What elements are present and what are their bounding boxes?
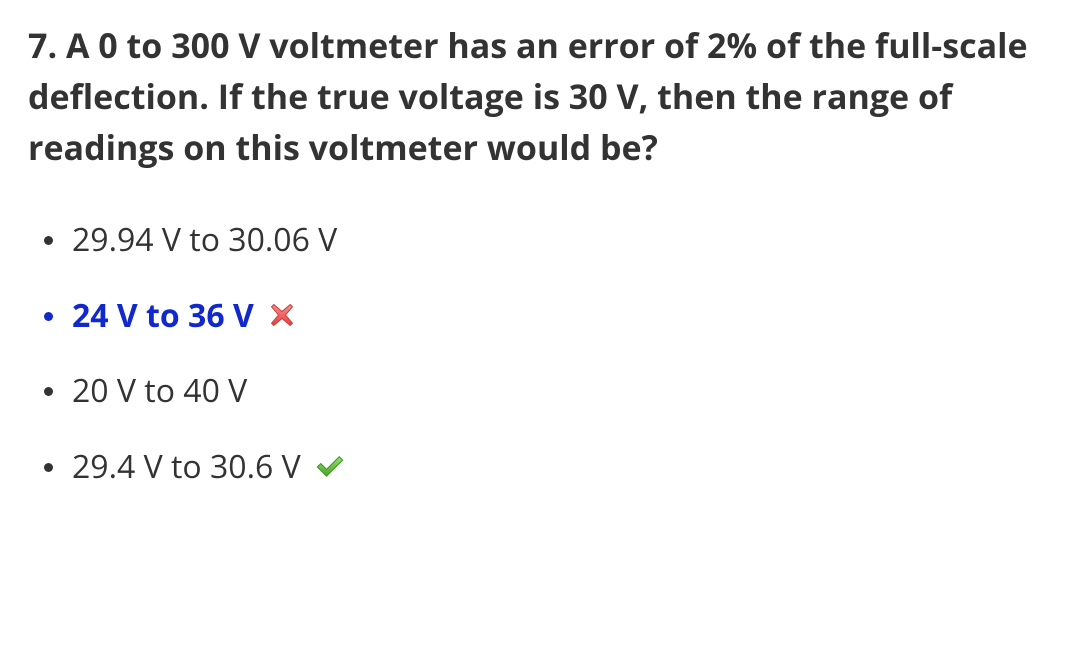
option-1[interactable]: 29.94 V to 30.06 V bbox=[28, 219, 1052, 261]
option-label: 24 V to 36 V bbox=[72, 294, 254, 337]
options-list: 29.94 V to 30.06 V 24 V to 36 V 20 V to … bbox=[28, 219, 1052, 487]
question-number: 7. bbox=[28, 22, 57, 68]
check-icon bbox=[315, 454, 345, 480]
option-label: 20 V to 40 V bbox=[72, 369, 247, 412]
option-label: 29.4 V to 30.6 V bbox=[72, 445, 301, 488]
question-text: 7. A 0 to 300 V voltmeter has an error o… bbox=[28, 20, 1052, 173]
quiz-container: 7. A 0 to 300 V voltmeter has an error o… bbox=[0, 0, 1080, 541]
option-4[interactable]: 29.4 V to 30.6 V bbox=[28, 446, 1052, 488]
option-2[interactable]: 24 V to 36 V bbox=[28, 295, 1052, 337]
question-body: A 0 to 300 V voltmeter has an error of 2… bbox=[28, 22, 1028, 170]
option-label: 29.94 V to 30.06 V bbox=[72, 218, 337, 261]
cross-icon bbox=[268, 301, 296, 329]
option-3[interactable]: 20 V to 40 V bbox=[28, 370, 1052, 412]
